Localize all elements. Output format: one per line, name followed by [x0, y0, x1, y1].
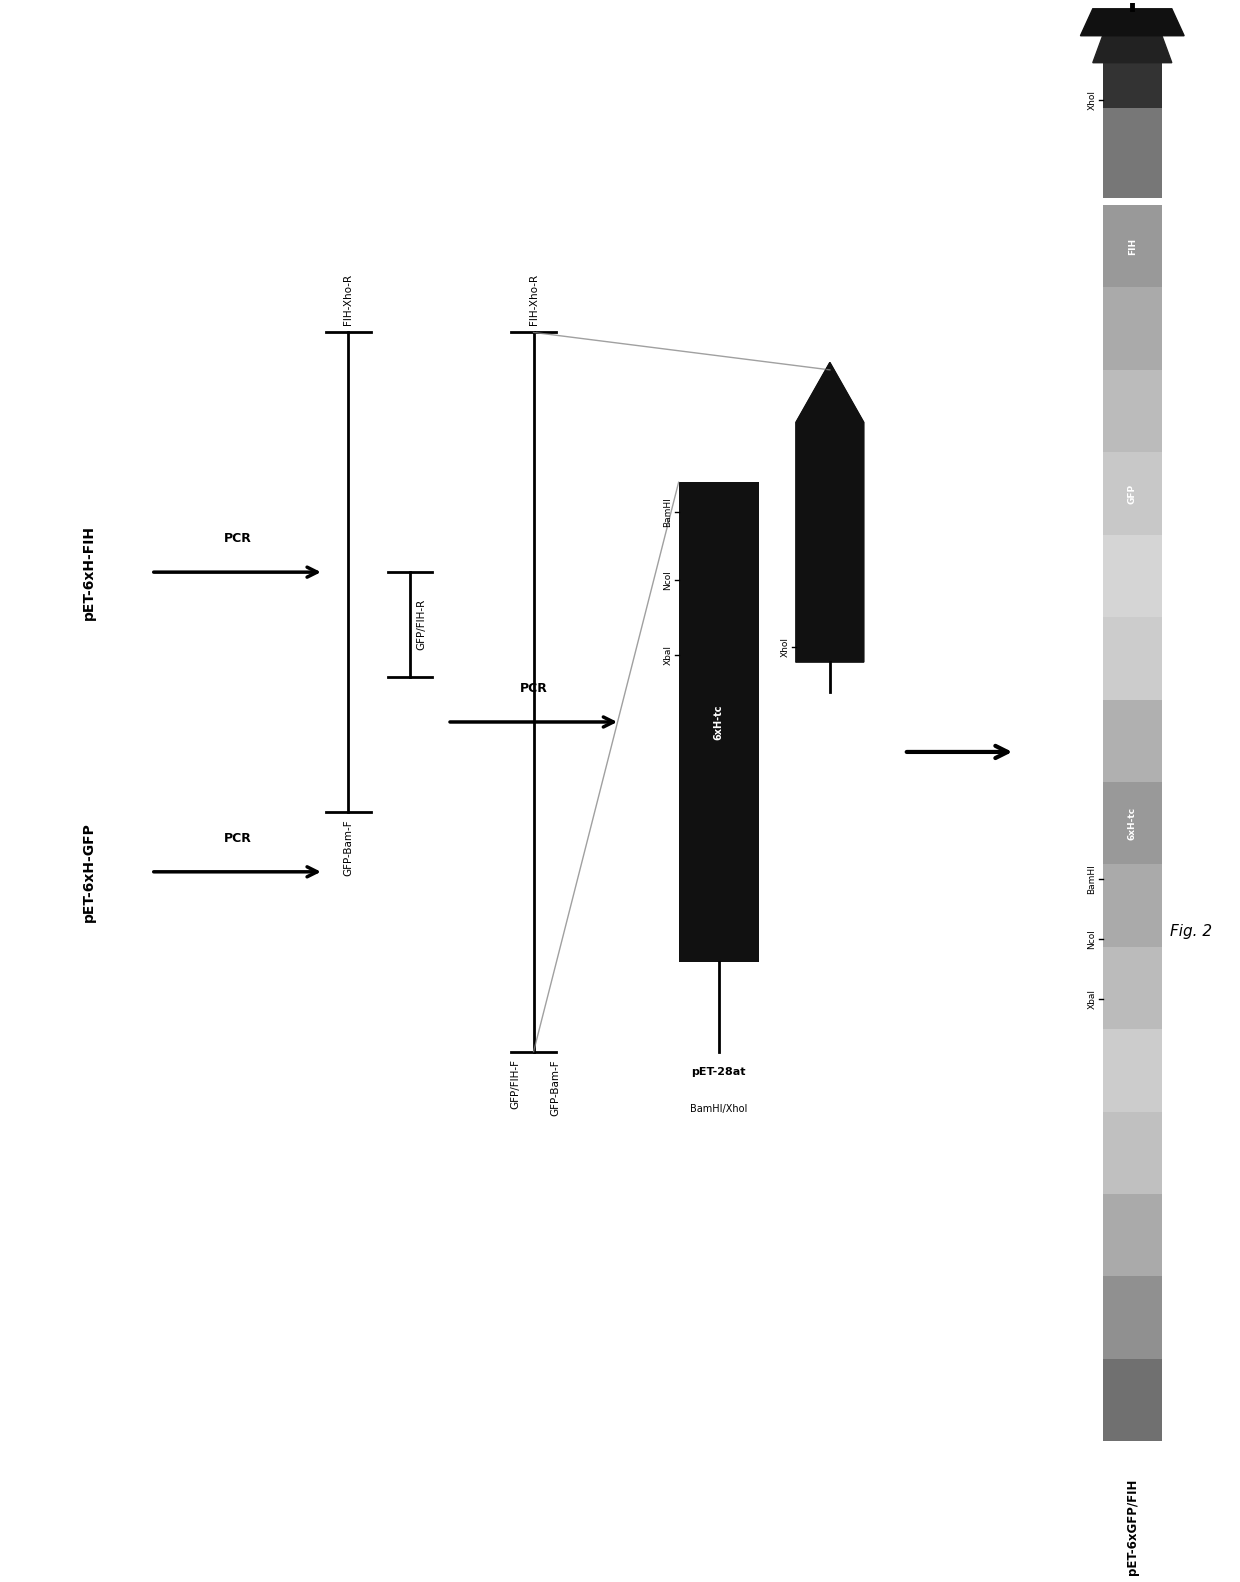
Text: XbaI: XbaI: [663, 644, 672, 664]
Text: 6xH-tc: 6xH-tc: [714, 704, 724, 740]
Text: GFP/FIH-F: GFP/FIH-F: [510, 1058, 520, 1109]
Bar: [1102, 946, 1162, 1030]
Bar: [1102, 535, 1162, 617]
Text: PCR: PCR: [223, 832, 252, 845]
Bar: [1102, 108, 1162, 198]
Bar: [1102, 699, 1162, 782]
Text: FIH-Xho-R: FIH-Xho-R: [528, 274, 538, 324]
Text: GFP/FIH-R: GFP/FIH-R: [417, 600, 427, 650]
Bar: [1102, 1277, 1162, 1359]
Bar: [1102, 288, 1162, 370]
Bar: [1102, 1194, 1162, 1277]
Text: GFP: GFP: [1128, 484, 1137, 503]
Text: pET-28at: pET-28at: [692, 1066, 746, 1077]
Text: GFP-Bam-F: GFP-Bam-F: [343, 819, 353, 876]
Text: Fig. 2: Fig. 2: [1171, 924, 1213, 940]
Bar: [1102, 1359, 1162, 1441]
Text: NcoI: NcoI: [1087, 929, 1096, 949]
Text: XhoI: XhoI: [781, 638, 790, 657]
Text: BamHI/XhoI: BamHI/XhoI: [691, 1104, 748, 1114]
Text: FIH-Xho-R: FIH-Xho-R: [343, 274, 353, 324]
Text: pET-6xGFP/FIH: pET-6xGFP/FIH: [1126, 1479, 1138, 1576]
Text: BamHI: BamHI: [1087, 864, 1096, 894]
Bar: [1102, 206, 1162, 288]
Polygon shape: [1080, 9, 1184, 36]
Text: PCR: PCR: [520, 682, 548, 694]
Bar: [1102, 370, 1162, 452]
Polygon shape: [1092, 36, 1172, 63]
Polygon shape: [796, 362, 864, 661]
Text: 6xH-tc: 6xH-tc: [1128, 807, 1137, 840]
Bar: [678, 483, 759, 962]
Text: pET-6xH-FIH: pET-6xH-FIH: [82, 525, 97, 620]
Bar: [1102, 452, 1162, 535]
Text: NcoI: NcoI: [663, 570, 672, 590]
Text: XhoI: XhoI: [1087, 90, 1096, 111]
Text: GFP-Bam-F: GFP-Bam-F: [551, 1058, 560, 1115]
Text: FIH: FIH: [1128, 237, 1137, 255]
Bar: [1102, 782, 1162, 864]
Bar: [1102, 63, 1162, 108]
Text: XbaI: XbaI: [1087, 989, 1096, 1009]
Bar: [1102, 617, 1162, 699]
Text: BamHI: BamHI: [663, 497, 672, 527]
Bar: [1102, 1112, 1162, 1194]
Text: pET-6xH-GFP: pET-6xH-GFP: [82, 823, 97, 922]
Text: PCR: PCR: [223, 532, 252, 546]
Bar: [1102, 864, 1162, 946]
Bar: [1102, 1030, 1162, 1112]
